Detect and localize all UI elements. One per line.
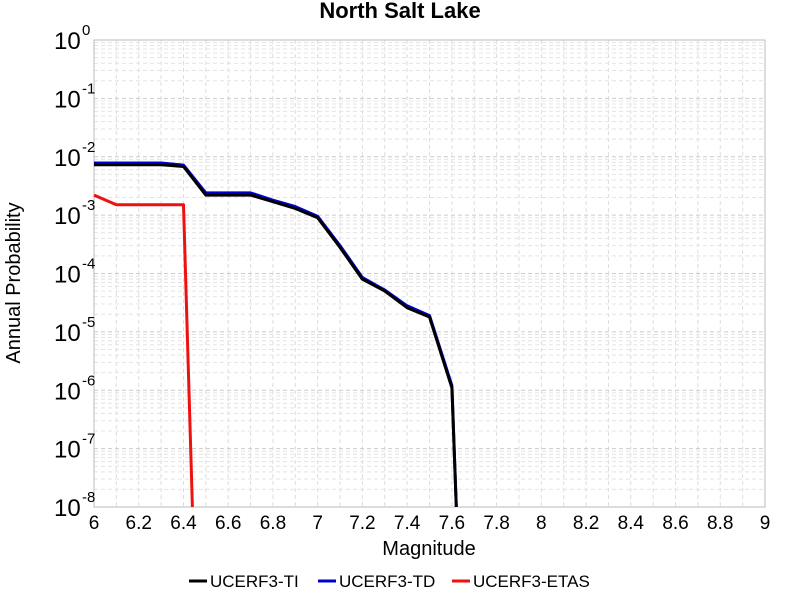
y-tick: 10 -5 xyxy=(54,314,95,347)
y-tick: 10 -1 xyxy=(54,80,95,113)
y-tick-exponent: -6 xyxy=(82,372,95,389)
x-tick-label: 7.6 xyxy=(439,513,465,534)
x-tick-label: 8.4 xyxy=(618,513,645,534)
y-tick-base: 10 xyxy=(54,86,81,113)
x-tick-label: 9 xyxy=(760,513,771,534)
y-tick-exponent: -2 xyxy=(82,139,95,156)
x-axis-label: Magnitude xyxy=(382,538,475,560)
x-tick-label: 6.8 xyxy=(260,513,286,534)
y-tick-exponent: -7 xyxy=(82,431,95,448)
x-tick-label: 8.8 xyxy=(707,513,733,534)
y-tick-exponent: -4 xyxy=(82,256,95,273)
x-tick-label: 6.6 xyxy=(215,513,241,534)
x-tick-label: 6.2 xyxy=(126,513,152,534)
x-tick-label: 7.2 xyxy=(349,513,375,534)
legend-item: UCERF3-TD xyxy=(318,572,435,591)
grid xyxy=(93,40,766,508)
y-tick-base: 10 xyxy=(54,495,81,522)
plot-frame xyxy=(93,39,766,508)
y-tick: 10 -3 xyxy=(54,197,95,230)
y-tick: 10 -8 xyxy=(54,489,95,522)
y-tick-exponent: -3 xyxy=(82,197,95,214)
y-tick: 10 -7 xyxy=(54,431,95,464)
series-line-ucerf3-ti xyxy=(94,163,458,508)
x-tick-label: 8 xyxy=(536,513,547,534)
y-tick-exponent: 0 xyxy=(82,22,90,39)
y-axis-label: Annual Probability xyxy=(3,202,25,363)
x-tick-label: 8.2 xyxy=(573,513,599,534)
legend-label: UCERF3-ETAS xyxy=(473,572,590,591)
y-tick-base: 10 xyxy=(54,437,81,464)
y-tick-base: 10 xyxy=(54,320,81,347)
y-tick: 10 -4 xyxy=(54,256,95,289)
y-tick: 10 -6 xyxy=(54,372,95,405)
y-tick-exponent: -1 xyxy=(82,80,95,97)
legend-label: UCERF3-TI xyxy=(210,572,299,591)
legend-item: UCERF3-ETAS xyxy=(452,572,590,591)
legend-item: UCERF3-TI xyxy=(189,572,299,591)
x-tick-label: 7.4 xyxy=(394,513,421,534)
legend: UCERF3-TI UCERF3-TD UCERF3-ETAS xyxy=(189,572,590,591)
x-tick-label: 8.6 xyxy=(662,513,688,534)
legend-label: UCERF3-TD xyxy=(339,572,435,591)
x-tick-label: 7 xyxy=(312,513,323,534)
x-tick-label: 6.4 xyxy=(170,513,197,534)
x-ticks: 6 6.2 6.4 6.6 6.8 7 7.2 7.4 7.6 7.8 8 8.2 8.4 8.6 8.8 9 xyxy=(89,513,771,534)
y-tick-base: 10 xyxy=(54,28,81,55)
x-tick-label: 7.8 xyxy=(483,513,509,534)
y-tick-base: 10 xyxy=(54,378,81,405)
y-tick-base: 10 xyxy=(54,145,81,172)
series-line-ucerf3-etas xyxy=(93,193,194,508)
y-tick-base: 10 xyxy=(54,262,81,289)
y-tick: 10 0 xyxy=(54,22,90,55)
y-tick-base: 10 xyxy=(54,203,81,230)
series-layer xyxy=(93,161,458,508)
chart-title: North Salt Lake xyxy=(319,0,480,23)
y-tick: 10 -2 xyxy=(54,139,95,172)
series-line-ucerf3-td xyxy=(94,161,458,508)
y-tick-exponent: -5 xyxy=(82,314,95,331)
x-tick-label: 6 xyxy=(89,513,100,534)
y-tick-exponent: -8 xyxy=(82,489,95,506)
